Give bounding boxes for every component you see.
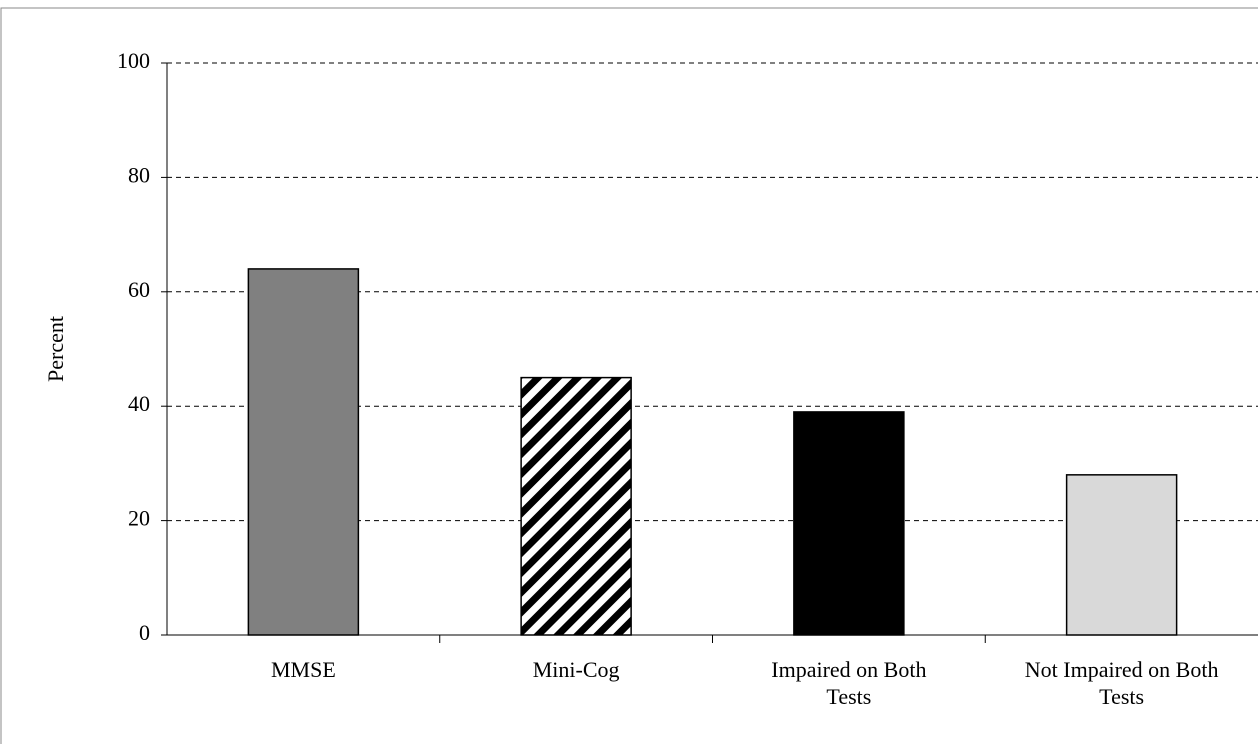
bar (1065, 474, 1178, 636)
y-tick-label: 60 (128, 277, 150, 302)
x-tick-label: Mini-Cog (533, 657, 620, 682)
x-tick-label: MMSE (271, 657, 336, 682)
y-tick-label: 20 (128, 506, 150, 531)
y-tick-label: 0 (139, 620, 150, 645)
y-tick-label: 100 (117, 48, 150, 73)
y-tick-label: 80 (128, 162, 150, 187)
y-tick-label: 40 (128, 391, 150, 416)
bar (793, 411, 905, 636)
y-axis-label: Percent (43, 316, 68, 382)
chart-border (0, 7, 1258, 744)
x-tick-label: Not Impaired on Both Tests (1025, 657, 1219, 709)
x-tick-label: Impaired on Both Tests (771, 657, 926, 709)
bar (520, 376, 632, 636)
bar (247, 268, 360, 636)
